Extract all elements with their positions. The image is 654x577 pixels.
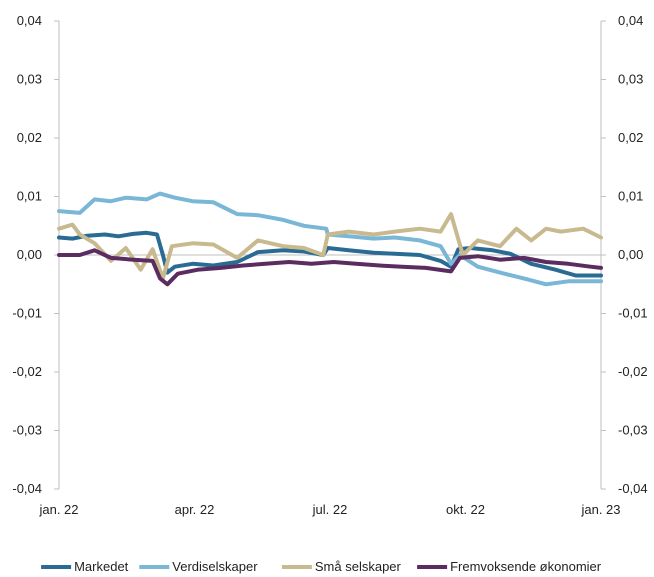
- y-tick-label-right: 0,03: [618, 72, 643, 87]
- x-tick-label: jan. 23: [580, 502, 620, 517]
- y-tick-label-left: 0,00: [17, 247, 42, 262]
- y-tick-label-left: -0,02: [12, 364, 42, 379]
- series-layer: [57, 191, 603, 287]
- series-line-verdiselskaper: [57, 191, 603, 287]
- legend-label: Små selskaper: [315, 559, 402, 574]
- x-tick-label: okt. 22: [446, 502, 485, 517]
- y-tick-label-left: 0,03: [17, 72, 42, 87]
- legend-label: Markedet: [74, 559, 129, 574]
- tick-labels: 0,04 0,04 0,03 0,03 0,02 0,02 0,01 0,01 0,00 0,00…: [12, 13, 647, 517]
- y-tick-label-left: -0,03: [12, 423, 42, 438]
- y-tick-label-right: 0,01: [618, 189, 643, 204]
- y-tick-label-left: 0,01: [17, 189, 42, 204]
- y-tick-label-left: 0,02: [17, 130, 42, 145]
- chart-axes: [54, 20, 606, 490]
- y-tick-label-left: -0,01: [12, 306, 42, 321]
- legend-label: Verdiselskaper: [172, 559, 258, 574]
- y-tick-label-left: -0,04: [12, 481, 42, 496]
- y-tick-label-right: 0,04: [618, 13, 643, 28]
- series-line-markedet: [57, 230, 603, 278]
- legend: Markedet Verdiselskaper Små selskaper Fremv…: [41, 559, 602, 574]
- y-tick-label-left: 0,04: [17, 13, 42, 28]
- y-tick-label-right: -0,02: [618, 364, 648, 379]
- y-tick-label-right: 0,02: [618, 130, 643, 145]
- series-line-fremvoksende-konomier: [57, 248, 603, 287]
- y-tick-label-right: 0,00: [618, 247, 643, 262]
- x-tick-label: jan. 22: [38, 502, 78, 517]
- y-tick-label-right: -0,04: [618, 481, 648, 496]
- series-line-sm-selskaper: [57, 212, 603, 281]
- x-tick-label: jul. 22: [312, 502, 348, 517]
- x-tick-label: apr. 22: [175, 502, 215, 517]
- y-tick-label-right: -0,03: [618, 423, 648, 438]
- y-tick-label-right: -0,01: [618, 306, 648, 321]
- legend-label: Fremvoksende økonomier: [450, 559, 602, 574]
